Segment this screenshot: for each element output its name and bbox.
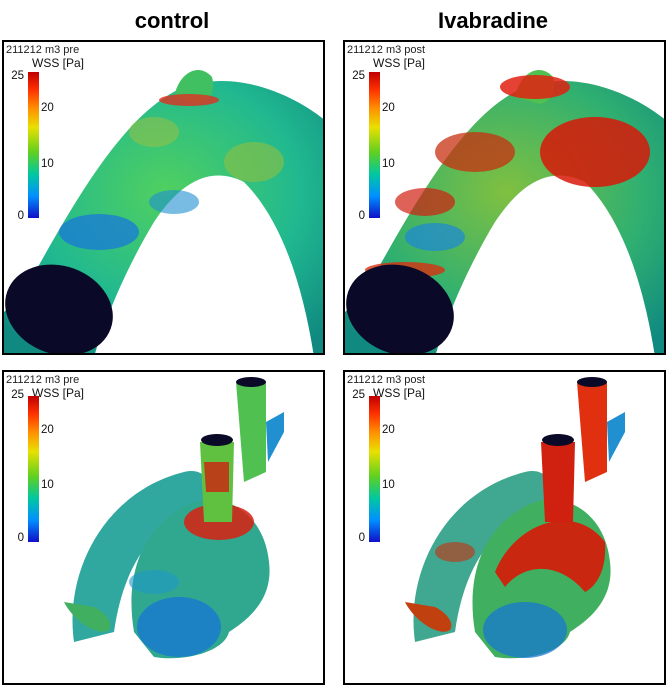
colorbar-tick-10: 10	[382, 158, 395, 170]
colorbar-units: WSS [Pa]	[32, 386, 85, 400]
colorbar-tick-25: 25	[11, 70, 24, 82]
colorbar	[369, 396, 380, 542]
panel-top-right: 211212 m3 post WSS [Pa] 25 20 10 0	[343, 40, 666, 355]
colorbar-units: WSS [Pa]	[373, 56, 426, 70]
colorbar	[28, 396, 39, 542]
colorbar-units: WSS [Pa]	[373, 386, 426, 400]
colorbar-tick-10: 10	[382, 479, 395, 491]
sample-label: 211212 m3 pre	[6, 44, 80, 56]
colorbar	[28, 72, 39, 218]
aortic-arch-render-control	[4, 69, 323, 353]
panel-top-left: 211212 m3 pre WSS [Pa] 25 20 10 0	[2, 40, 325, 355]
colorbar-units: WSS [Pa]	[32, 56, 85, 70]
colorbar-tick-0: 0	[358, 532, 365, 544]
colorbar-tick-0: 0	[17, 210, 24, 222]
sample-label: 211212 m3 pre	[6, 374, 80, 386]
colorbar-tick-20: 20	[382, 102, 395, 114]
colorbar-tick-10: 10	[41, 158, 54, 170]
heart-vessels-render-ivabradine	[405, 377, 625, 659]
panel-bottom-right: 211212 m3 post WSS [Pa] 25 20 10 0	[343, 370, 666, 685]
sample-label: 211212 m3 post	[347, 44, 426, 56]
panel-bottom-left: 211212 m3 pre WSS [Pa] 25 20 10 0	[2, 370, 325, 685]
colorbar-tick-25: 25	[352, 389, 365, 401]
colorbar-tick-0: 0	[358, 210, 365, 222]
column-title-control: control	[134, 8, 210, 33]
colorbar-tick-0: 0	[17, 532, 24, 544]
colorbar-tick-25: 25	[352, 70, 365, 82]
column-title-ivabradine: Ivabradine	[437, 8, 549, 33]
heart-vessels-render-control	[64, 377, 284, 659]
colorbar-tick-20: 20	[41, 424, 54, 436]
sample-label: 211212 m3 post	[347, 374, 426, 386]
colorbar-tick-20: 20	[41, 102, 54, 114]
colorbar	[369, 72, 380, 218]
aortic-arch-render-ivabradine	[345, 69, 664, 353]
colorbar-tick-10: 10	[41, 479, 54, 491]
colorbar-tick-25: 25	[11, 389, 24, 401]
colorbar-tick-20: 20	[382, 424, 395, 436]
